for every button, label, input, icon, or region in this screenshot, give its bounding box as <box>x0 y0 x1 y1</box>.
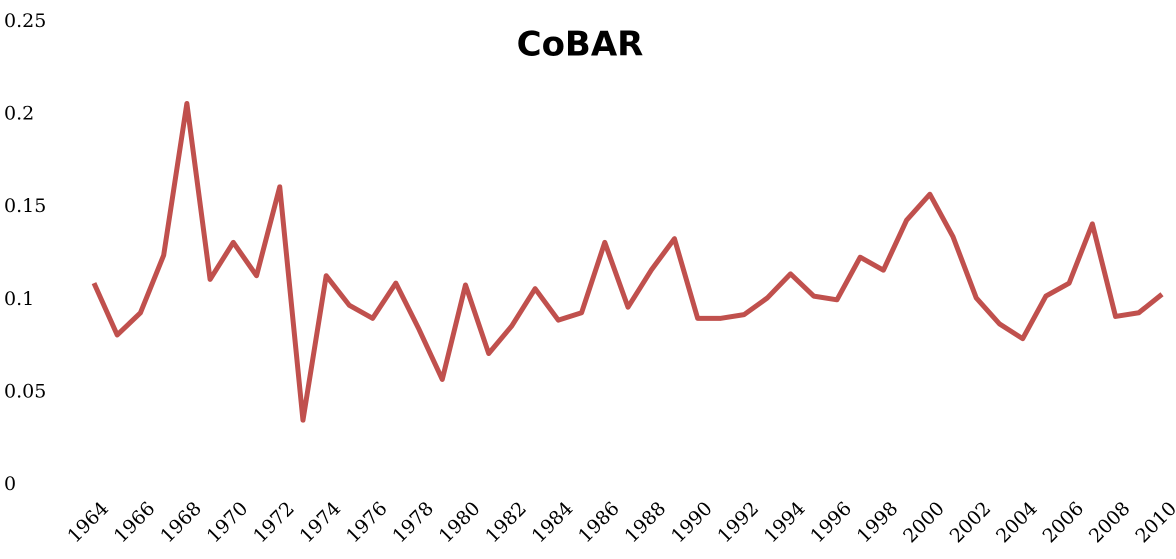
x-tick-label: 1994 <box>760 498 810 548</box>
y-tick-label: 0.25 <box>4 10 46 32</box>
y-tick-label: 0.15 <box>4 195 46 217</box>
x-tick-label: 1996 <box>806 498 856 548</box>
y-tick-label: 0.1 <box>4 288 34 310</box>
x-tick-label: 1990 <box>667 498 717 548</box>
x-tick-label: 1984 <box>528 498 578 548</box>
data-line <box>91 100 1164 423</box>
x-tick-label: 2008 <box>1085 498 1135 548</box>
y-tick-label: 0 <box>4 473 16 495</box>
x-tick-label: 2010 <box>1131 498 1176 548</box>
x-tick-label: 1986 <box>574 498 624 548</box>
x-tick-label: 1988 <box>621 498 671 548</box>
x-tick-label: 1968 <box>156 498 206 548</box>
x-tick-label: 1964 <box>63 498 113 548</box>
x-tick-label: 1998 <box>853 498 903 548</box>
x-tick-label: 1972 <box>249 498 299 548</box>
x-tick-label: 1978 <box>388 498 438 548</box>
x-tick-label: 2006 <box>1038 498 1088 548</box>
x-tick-label: 1992 <box>713 498 763 548</box>
x-tick-label: 1970 <box>203 498 253 548</box>
chart-title: CoBAR <box>517 25 644 65</box>
x-tick-label: 1976 <box>342 498 392 548</box>
x-tick-label: 1980 <box>435 498 485 548</box>
x-tick-label: 2004 <box>992 498 1042 548</box>
x-tick-label: 2002 <box>946 498 996 548</box>
x-tick-label: 2000 <box>899 498 949 548</box>
y-tick-label: 0.2 <box>4 103 34 125</box>
y-tick-label: 0.05 <box>4 380 46 402</box>
x-tick-label: 1982 <box>481 498 531 548</box>
x-tick-label: 1966 <box>110 498 160 548</box>
x-tick-label: 1974 <box>295 498 345 548</box>
